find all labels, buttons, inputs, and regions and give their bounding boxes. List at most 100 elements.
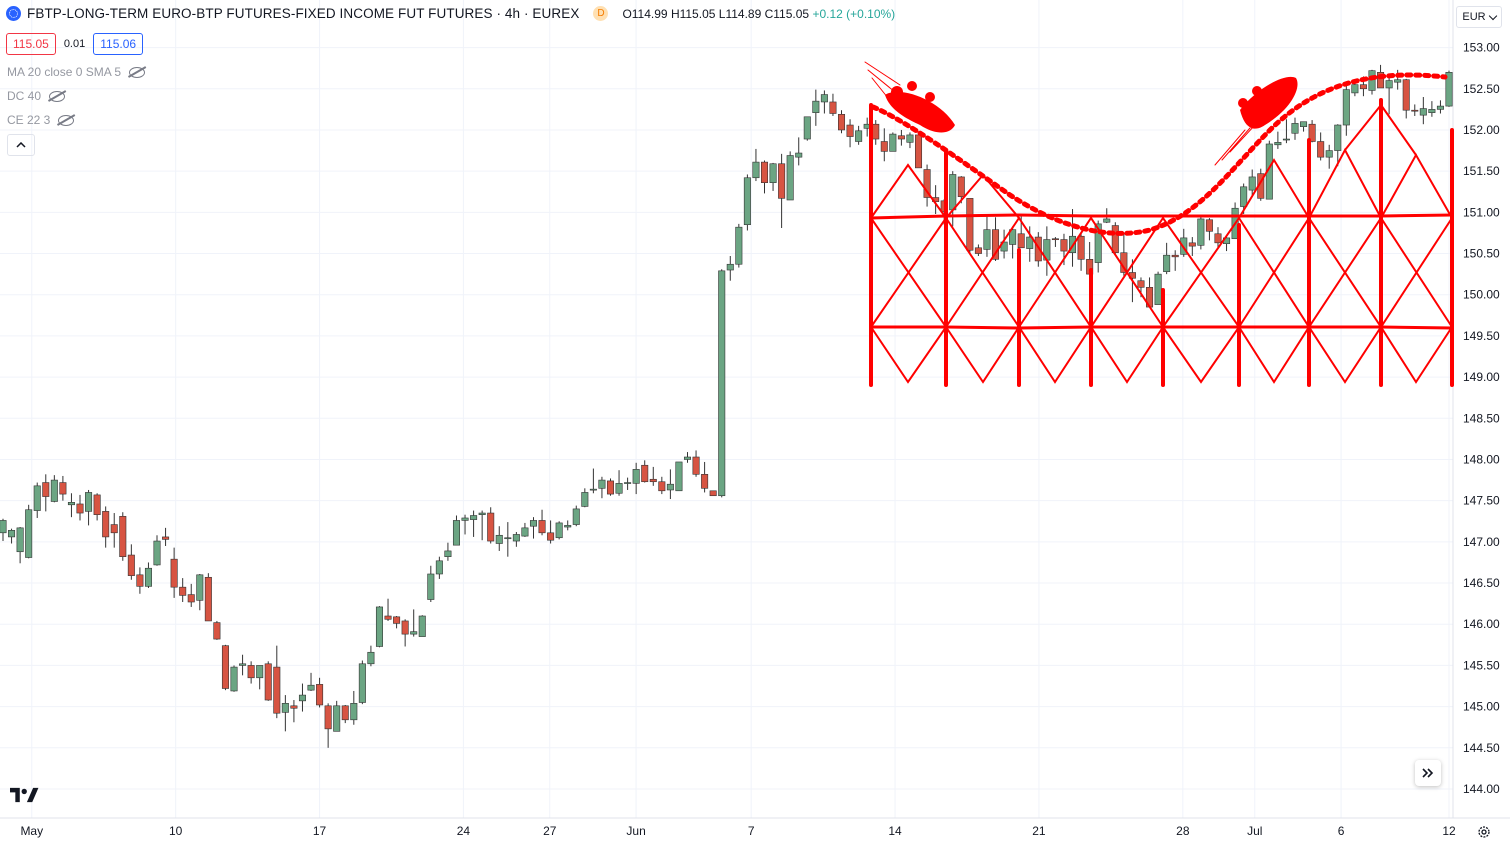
candle — [333, 700, 341, 732]
collapse-legend-button[interactable] — [7, 134, 35, 156]
indicator-ma[interactable]: MA 20 close 0 SMA 5 — [7, 65, 146, 79]
candle — [316, 677, 324, 708]
price-tick-label: 146.00 — [1463, 617, 1500, 631]
time-axis[interactable]: May 10 17 24 27 Jun 7 14 21 28 Jul 6 12 — [0, 817, 1510, 838]
candle — [281, 695, 289, 732]
candle — [752, 148, 760, 182]
candle — [803, 116, 811, 141]
time-tick-label: 10 — [169, 824, 183, 838]
candle — [1436, 100, 1444, 114]
time-tick-label: 12 — [1442, 824, 1456, 838]
hidden-eye-icon[interactable] — [58, 114, 75, 126]
candle — [1197, 215, 1205, 250]
candle — [67, 493, 75, 518]
candle — [0, 518, 7, 542]
time-tick-label: 17 — [313, 824, 327, 838]
candle — [855, 125, 863, 145]
candle — [204, 573, 212, 622]
candle — [1334, 124, 1342, 167]
candle — [1385, 75, 1393, 115]
candle — [547, 520, 555, 544]
candle — [25, 504, 33, 559]
candle — [478, 510, 486, 541]
candle — [358, 660, 366, 705]
candle — [239, 654, 247, 676]
candle — [119, 512, 127, 561]
candle — [401, 619, 409, 647]
candle — [966, 198, 974, 254]
candle — [769, 162, 777, 191]
change-value: +0.12 (+0.10%) — [812, 6, 896, 21]
candle — [1342, 85, 1350, 136]
indicator-label: CE 22 3 — [7, 113, 51, 127]
candle — [666, 469, 674, 500]
candle — [350, 690, 358, 725]
candle — [572, 505, 580, 527]
candle — [1214, 227, 1222, 249]
chart-settings-button[interactable] — [1474, 822, 1494, 842]
candle — [1445, 70, 1453, 107]
indicator-dc[interactable]: DC 40 — [7, 89, 66, 103]
candle — [735, 223, 743, 268]
price-tick-label: 151.00 — [1463, 205, 1500, 219]
candle — [452, 515, 460, 546]
currency-selector[interactable]: EUR — [1456, 6, 1502, 28]
candle — [307, 672, 315, 691]
candle — [581, 488, 589, 508]
candle — [504, 522, 512, 557]
candle — [1300, 121, 1308, 132]
indicator-ce[interactable]: CE 22 3 — [7, 113, 75, 127]
candle — [915, 134, 923, 169]
roller-coaster-drawing — [864, 61, 1454, 387]
price-tick-label: 153.00 — [1463, 41, 1500, 55]
candle — [230, 665, 238, 692]
candle — [512, 531, 520, 547]
candle — [1428, 101, 1436, 117]
candle — [435, 556, 443, 579]
candle — [786, 151, 794, 201]
candle — [683, 452, 692, 463]
candle — [880, 128, 888, 162]
price-tick-label: 149.50 — [1463, 329, 1500, 343]
candle — [59, 475, 67, 501]
delayed-data-badge[interactable]: D — [593, 6, 609, 21]
low-value: L114.89 — [718, 6, 762, 21]
time-tick-label: 7 — [748, 824, 755, 838]
candle — [461, 514, 469, 535]
time-tick-label: May — [20, 824, 43, 838]
hidden-eye-icon[interactable] — [49, 90, 66, 102]
close-value: C115.05 — [764, 6, 810, 21]
candle — [606, 478, 614, 496]
price-tick-label: 149.00 — [1463, 370, 1500, 384]
sell-price-button[interactable]: 115.05 — [6, 33, 56, 55]
candle — [718, 269, 726, 498]
candle — [889, 132, 897, 152]
globe-icon — [6, 6, 21, 21]
candlestick-series — [0, 64, 1453, 748]
candle — [1248, 169, 1256, 196]
candle — [427, 565, 435, 603]
candle — [187, 583, 195, 607]
trade-panel: 115.05 0.01 115.06 — [6, 33, 144, 55]
candle — [50, 475, 58, 503]
candle — [367, 645, 375, 667]
price-tick-label: 147.00 — [1463, 535, 1500, 549]
candle — [162, 527, 170, 546]
candle — [1163, 242, 1171, 275]
candle — [692, 450, 700, 477]
scroll-to-realtime-button[interactable] — [1415, 760, 1441, 786]
hidden-eye-icon[interactable] — [129, 66, 146, 78]
price-tick-label: 151.50 — [1463, 164, 1500, 178]
chart-legend: FBTP-LONG-TERM EURO-BTP FUTURES-FIXED IN… — [6, 6, 895, 21]
candle — [196, 573, 204, 611]
candle — [127, 544, 135, 580]
price-tick-label: 152.00 — [1463, 123, 1500, 137]
price-axis[interactable]: 153.00 152.50 152.00 151.50 151.00 150.50 150.… — [1452, 0, 1500, 818]
time-tick-label: Jun — [626, 824, 645, 838]
buy-price-button[interactable]: 115.06 — [93, 33, 144, 55]
tradingview-logo[interactable] — [10, 786, 42, 804]
time-tick-label: Jul — [1247, 824, 1262, 838]
candle — [375, 606, 383, 648]
symbol-title[interactable]: FBTP-LONG-TERM EURO-BTP FUTURES-FIXED IN… — [27, 6, 580, 21]
